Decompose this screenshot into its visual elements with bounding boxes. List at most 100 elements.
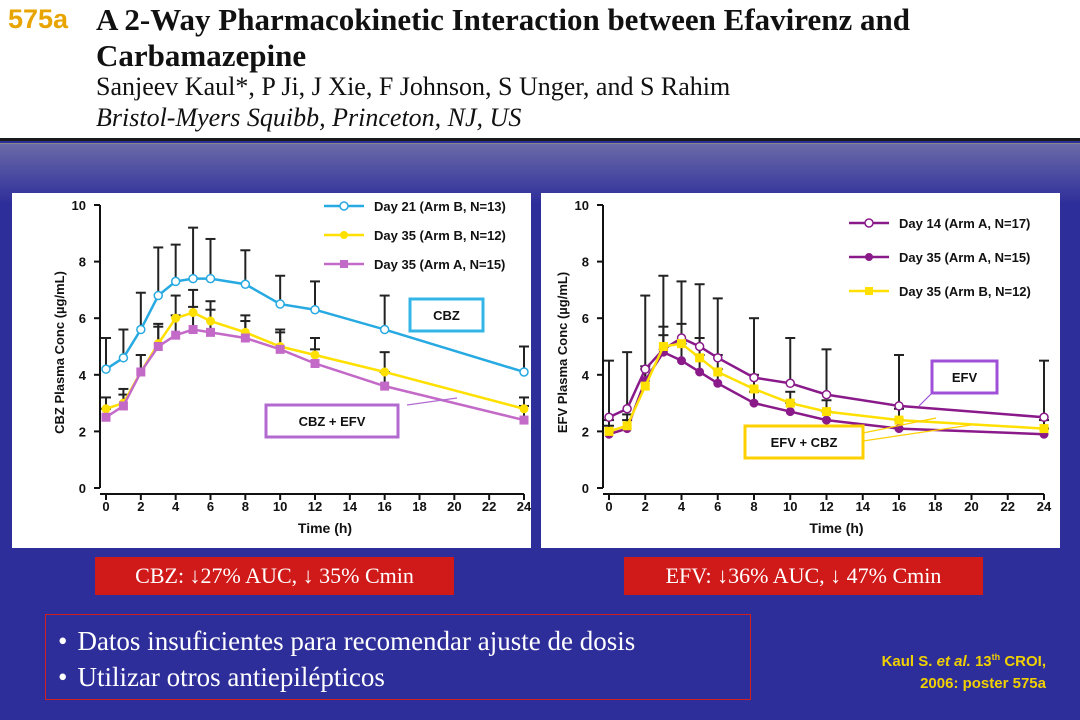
annotation-label: EFV + CBZ	[771, 435, 838, 450]
cbz-chart-panel: 0 2 4 6 8 10 0 2 4 6 8 10 12 14 16 18 20 22 24 Time (h) CBZ …	[12, 193, 531, 548]
x-tick-label: 22	[1001, 499, 1015, 514]
conclusions-box: Datos insuficientes para recomendar ajus…	[45, 614, 751, 700]
y-tick-label: 0	[582, 481, 589, 496]
x-tick-label: 4	[678, 499, 686, 514]
data-point	[677, 356, 686, 366]
data-point	[749, 398, 759, 408]
data-point	[240, 333, 250, 343]
data-point	[118, 401, 128, 411]
y-axis-label: CBZ Plasma Conc (µg/mL)	[52, 271, 67, 434]
x-tick-label: 8	[242, 499, 249, 514]
data-point	[1039, 412, 1049, 422]
callout-leader	[862, 424, 972, 442]
data-point	[821, 389, 832, 400]
annotation-label: CBZ	[433, 308, 460, 323]
x-tick-label: 20	[447, 499, 461, 514]
data-point	[170, 276, 181, 287]
annotation-box	[408, 297, 485, 333]
x-tick-label: 14	[856, 499, 871, 514]
data-point	[206, 316, 215, 326]
data-point	[604, 426, 614, 436]
series-line	[105, 328, 525, 422]
data-point	[206, 327, 215, 337]
x-tick-label: 18	[928, 499, 942, 514]
y-tick-label: 10	[72, 198, 86, 213]
citation-author: Kaul S.	[881, 653, 937, 670]
legend-label: Day 35 (Arm A, N=15)	[374, 257, 505, 272]
data-point	[622, 421, 632, 431]
y-tick-label: 2	[582, 424, 589, 439]
efv-chart-panel: 0 2 4 6 8 10 0 2 4 6 8 10 12 14 16 18 20 22 24 Time (h) EFV …	[541, 193, 1060, 548]
series-line	[105, 277, 525, 374]
data-point	[188, 325, 198, 335]
data-point	[694, 341, 705, 352]
data-point	[310, 350, 320, 360]
y-tick-label: 4	[79, 368, 87, 383]
data-point	[275, 299, 285, 309]
x-tick-label: 24	[1037, 499, 1052, 514]
data-point	[188, 308, 198, 318]
x-tick-label: 10	[273, 499, 287, 514]
data-point	[101, 412, 111, 422]
x-tick-label: 14	[343, 499, 358, 514]
legend-marker	[340, 231, 348, 239]
x-tick-label: 6	[714, 499, 721, 514]
data-point	[380, 367, 390, 377]
data-point	[785, 398, 795, 408]
authors: Sanjeev Kaul*, P Ji, J Xie, F Johnson, S…	[96, 72, 731, 101]
x-tick-label: 6	[207, 499, 214, 514]
x-tick-label: 16	[377, 499, 391, 514]
data-point	[822, 415, 831, 425]
poster-title: A 2-Way Pharmacokinetic Interaction betw…	[96, 2, 910, 73]
annotation-label: EFV	[952, 370, 978, 385]
data-point	[153, 290, 163, 301]
data-point	[171, 313, 181, 323]
data-point	[1039, 424, 1049, 434]
data-point	[713, 353, 723, 363]
data-point	[379, 324, 390, 335]
x-tick-label: 0	[102, 499, 109, 514]
header-divider	[0, 138, 1080, 141]
data-point	[519, 367, 529, 377]
y-tick-label: 8	[79, 255, 86, 270]
citation-conf: CROI,	[1000, 653, 1046, 670]
data-point	[894, 401, 904, 411]
annotation-box	[743, 424, 865, 460]
x-tick-label: 18	[412, 499, 426, 514]
data-point	[519, 415, 529, 425]
legend-label: Day 35 (Arm A, N=15)	[899, 250, 1030, 265]
conclusion-item: Utilizar otros antiepilépticos	[58, 659, 750, 695]
data-point	[604, 412, 614, 422]
cbz-result-box: CBZ: ↓27% AUC, ↓ 35% Cmin	[95, 557, 454, 595]
y-tick-label: 10	[575, 198, 589, 213]
callout-leader	[862, 417, 937, 434]
poster-header: 575a A 2-Way Pharmacokinetic Interaction…	[0, 0, 1080, 140]
data-point	[240, 279, 251, 289]
x-tick-label: 24	[517, 499, 531, 514]
x-tick-label: 2	[642, 499, 649, 514]
legend-marker	[865, 253, 873, 261]
citation-sup: th	[991, 652, 1001, 662]
y-tick-label: 6	[79, 311, 86, 326]
y-tick-label: 6	[582, 311, 589, 326]
citation-etal: et al.	[936, 653, 971, 670]
y-tick-label: 4	[582, 368, 590, 383]
data-point	[640, 364, 650, 374]
series-line	[608, 336, 1045, 419]
x-tick-label: 20	[964, 499, 978, 514]
data-point	[677, 339, 686, 349]
data-point	[622, 404, 632, 414]
y-tick-label: 8	[582, 255, 589, 270]
y-axis-label: EFV Plasma Conc (µg/mL)	[555, 272, 570, 433]
data-point	[749, 384, 759, 394]
legend-marker	[339, 201, 349, 211]
data-point	[205, 273, 216, 284]
data-point	[785, 407, 795, 417]
legend-marker	[865, 287, 873, 295]
data-point	[713, 367, 723, 377]
data-point	[101, 364, 111, 374]
callout-leader	[406, 397, 458, 406]
data-point	[136, 324, 146, 335]
citation: Kaul S. et al. 13th CROI, 2006: poster 5…	[790, 646, 1046, 695]
